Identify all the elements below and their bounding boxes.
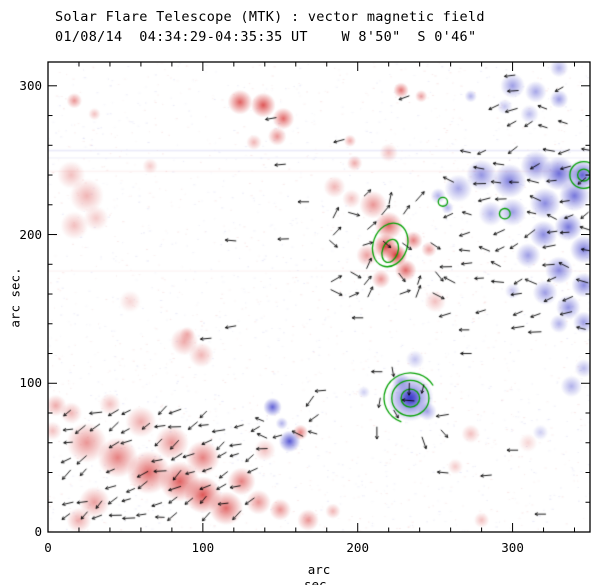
x-tick-label: 200 [346,540,369,555]
y-tick-label: 200 [19,226,42,242]
x-axis-label: arc sec. [303,562,335,585]
y-tick-label: 300 [19,77,42,93]
x-tick-label: 300 [501,540,524,555]
y-axis-label: arc sec. [7,267,23,328]
y-tick-label: 0 [34,524,42,539]
y-tick-label: 100 [19,375,42,391]
figure-title: Solar Flare Telescope (MTK) : vector mag… [55,9,485,25]
x-tick-label: 100 [191,540,215,555]
figure-subtitle: 01/08/14 04:34:29-04:35:35 UT W 8'50" S … [55,29,477,45]
x-tick-label: 0 [44,540,52,555]
